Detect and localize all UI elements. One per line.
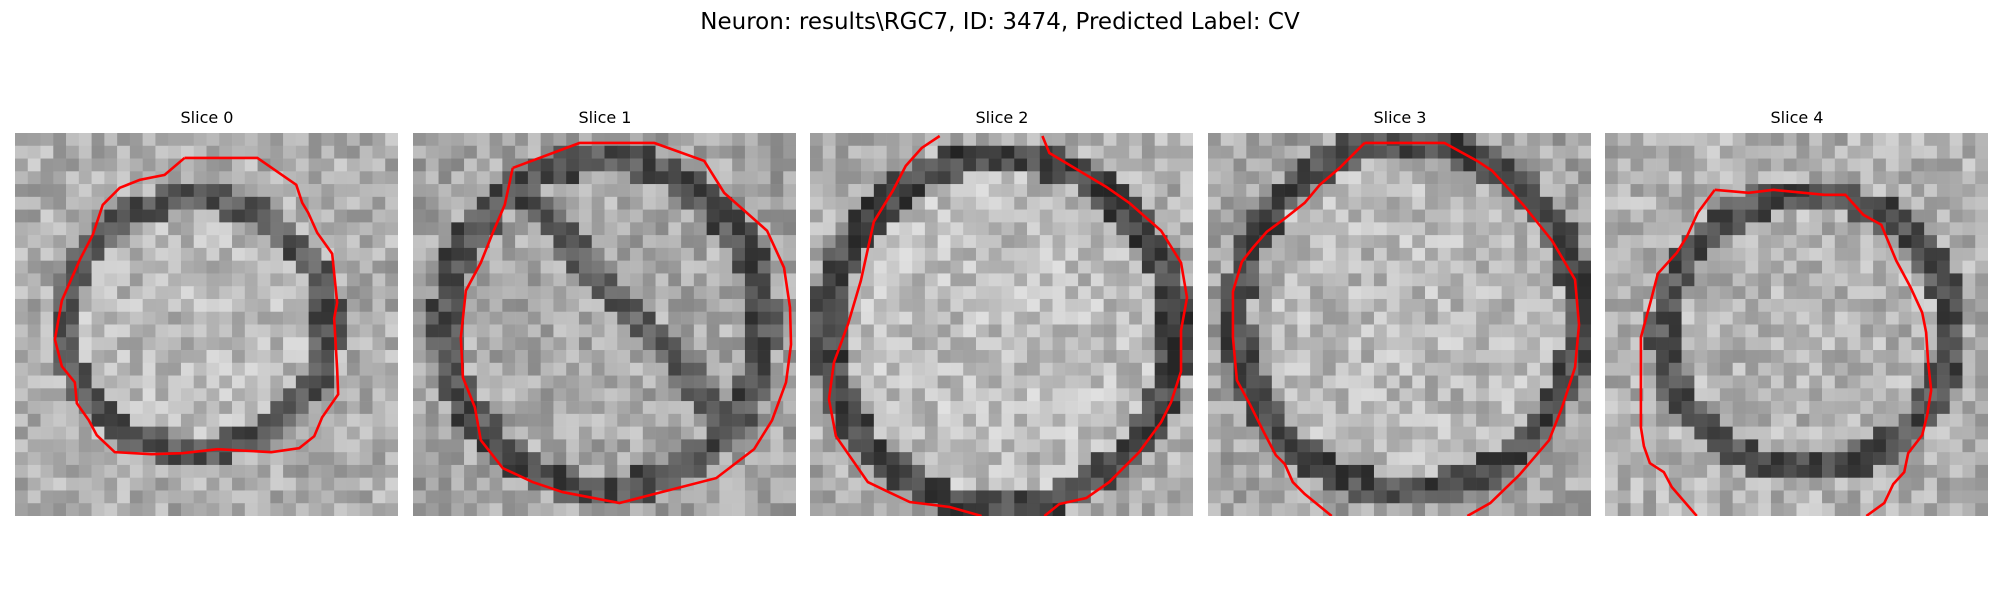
segmentation-contour: [1364, 141, 1581, 516]
slice-image-4: [1605, 133, 1988, 516]
slice-title-0: Slice 0: [180, 108, 234, 127]
segmentation-contour: [1714, 188, 1933, 516]
segmentation-contour: [827, 134, 982, 516]
slice-title-4: Slice 4: [1770, 108, 1824, 127]
slice-title-1: Slice 1: [578, 108, 632, 127]
slice-panel-1: Slice 1: [413, 108, 797, 516]
slice-image-2: [810, 133, 1193, 516]
slice-panel-4: Slice 4: [1605, 108, 1989, 516]
segmentation-contour: [53, 156, 340, 456]
slice-svg-3: [1208, 133, 1591, 516]
slice-image-0: [15, 133, 398, 516]
slice-image-1: [413, 133, 796, 516]
slice-image-3: [1208, 133, 1591, 516]
segmentation-contour: [1639, 189, 1716, 516]
slice-panel-0: Slice 0: [15, 108, 399, 516]
slice-svg-0: [15, 133, 398, 516]
segmentation-contour: [1231, 142, 1366, 516]
segmentation-contour: [1041, 135, 1189, 516]
slice-panel-3: Slice 3: [1208, 108, 1592, 516]
slice-title-3: Slice 3: [1373, 108, 1427, 127]
figure-title: Neuron: results\RGC7, ID: 3474, Predicte…: [700, 9, 1300, 35]
slice-svg-4: [1605, 133, 1988, 516]
slice-panel-2: Slice 2: [810, 108, 1194, 516]
segmentation-contour: [459, 141, 793, 505]
slice-svg-1: [413, 133, 796, 516]
slice-title-2: Slice 2: [975, 108, 1029, 127]
slice-svg-2: [810, 133, 1193, 516]
